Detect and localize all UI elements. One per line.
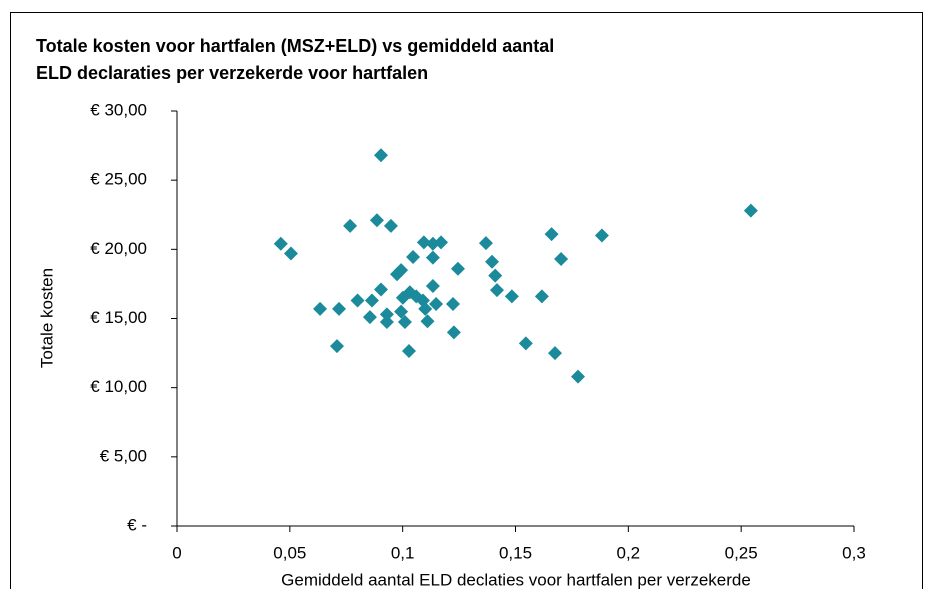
scatter-point [406, 249, 421, 264]
scatter-point [489, 283, 504, 298]
scatter-point [379, 314, 394, 329]
scatter-point [425, 278, 440, 293]
y-tick-label: € 10,00 [90, 377, 147, 396]
x-axis-label: Gemiddeld aantal ELD declaties voor hart… [281, 570, 751, 589]
scatter-point [478, 236, 493, 251]
scatter-point [394, 304, 409, 319]
scatter-point [425, 250, 440, 265]
scatter-point [383, 218, 398, 233]
x-tick-label: 0,25 [725, 543, 758, 562]
scatter-point [379, 307, 394, 322]
scatter-point [544, 227, 559, 242]
scatter-point [350, 293, 365, 308]
x-tick-label: 0,2 [617, 543, 641, 562]
scatter-point [401, 344, 416, 359]
x-tick-label: 0,3 [842, 543, 866, 562]
scatter-point [369, 213, 384, 228]
scatter-point [362, 310, 377, 325]
scatter-point [434, 235, 449, 250]
x-tick-label: 0,05 [273, 543, 306, 562]
scatter-point [374, 282, 389, 297]
scatter-point [332, 301, 347, 316]
scatter-point [420, 314, 435, 329]
y-tick-label: € 5,00 [100, 446, 147, 465]
scatter-point [488, 268, 503, 283]
y-tick-label: € 30,00 [90, 100, 147, 119]
scatter-point [547, 346, 562, 361]
chart-title-line: Totale kosten voor hartfalen (MSZ+ELD) v… [36, 36, 554, 56]
scatter-point [394, 263, 409, 278]
scatter-point [594, 228, 609, 243]
x-tick-label: 0,1 [391, 543, 415, 562]
scatter-point [571, 369, 586, 384]
scatter-point [485, 254, 500, 269]
scatter-point [446, 325, 461, 340]
scatter-point [504, 289, 519, 304]
scatter-point [450, 261, 465, 276]
x-tick-label: 0 [172, 543, 181, 562]
chart-border [10, 12, 923, 589]
y-tick-label: € 15,00 [90, 308, 147, 327]
scatter-point [554, 252, 569, 267]
scatter-point [343, 218, 358, 233]
scatter-point [429, 296, 444, 311]
scatter-point [283, 246, 298, 261]
x-tick-label: 0,15 [499, 543, 532, 562]
scatter-point [374, 148, 389, 163]
scatter-point [313, 301, 328, 316]
chart-title-line: ELD declaraties per verzekerde voor hart… [36, 63, 428, 83]
scatter-point [397, 314, 412, 329]
scatter-point [518, 336, 533, 351]
scatter-point [534, 289, 549, 304]
scatter-point [329, 339, 344, 354]
scatter-point [273, 236, 288, 251]
y-tick-label: € - [127, 515, 147, 534]
scatter-point [445, 296, 460, 311]
scatter-point [416, 235, 431, 250]
y-axis-label: Totale kosten [37, 268, 56, 368]
y-tick-label: € 20,00 [90, 239, 147, 258]
y-tick-label: € 25,00 [90, 170, 147, 189]
scatter-point [364, 293, 379, 308]
scatter-point [418, 301, 433, 316]
scatter-point [743, 203, 758, 218]
